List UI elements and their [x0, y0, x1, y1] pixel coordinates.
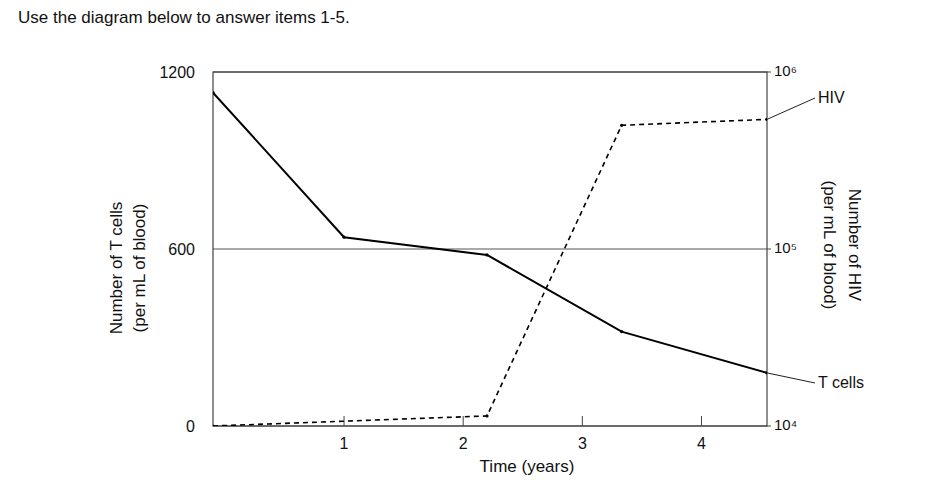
- y-tick-label: 0: [186, 418, 195, 435]
- series-line: [213, 93, 767, 373]
- y2-tick: [767, 249, 771, 250]
- x-tick: [463, 416, 464, 426]
- y-tick-label: 600: [168, 241, 195, 258]
- series-vertex: [342, 236, 345, 239]
- y2-tick-label: 10⁶: [774, 62, 797, 79]
- y-axis-label: (per mL of blood): [130, 204, 149, 333]
- x-tick: [582, 416, 583, 426]
- series-line: [213, 119, 767, 426]
- y2-axis-label: (per mL of blood): [820, 181, 839, 310]
- series-vertex: [620, 124, 623, 127]
- instruction: Use the diagram below to answer items 1-…: [18, 8, 350, 28]
- y2-tick: [767, 426, 771, 427]
- series-vertex: [620, 330, 623, 333]
- y-tick-label: 1200: [159, 64, 195, 81]
- label-leader: [767, 373, 815, 383]
- series-label: HIV: [818, 89, 845, 106]
- series-vertex: [485, 253, 488, 256]
- y2-tick: [767, 72, 771, 73]
- series-vertex: [765, 371, 767, 374]
- x-tick-label: 3: [578, 435, 587, 452]
- series-group: [213, 91, 767, 426]
- x-tick-label: 1: [340, 435, 349, 452]
- x-tick-label: 4: [697, 435, 706, 452]
- label-leader: [767, 98, 815, 119]
- y2-tick-label: 10⁴: [774, 416, 797, 433]
- series-vertex: [485, 414, 488, 417]
- plot-frame: [213, 72, 767, 426]
- series-vertex: [213, 91, 215, 94]
- y2-tick-label: 10⁵: [774, 239, 797, 256]
- series-label: T cells: [818, 374, 864, 391]
- grid-line: [213, 249, 767, 250]
- series-vertex: [765, 118, 767, 121]
- chart: 0 600 1200 10⁴ 10⁵ 10⁶ 1 2 3 4 Time (years) Number …: [0, 0, 928, 494]
- y-axis-label: Number of T cells: [107, 202, 126, 335]
- x-tick-label: 2: [459, 435, 468, 452]
- x-tick: [701, 416, 702, 426]
- x-axis-label: Time (years): [480, 457, 575, 476]
- y2-axis-label: Number of HIV: [845, 189, 864, 302]
- series-vertex: [213, 424, 215, 426]
